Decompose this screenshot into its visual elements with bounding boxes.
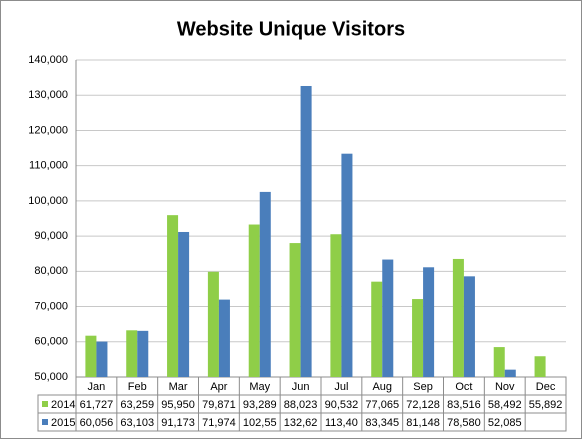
table-value: 52,085 (488, 417, 522, 429)
bar (493, 347, 505, 377)
bar (207, 271, 219, 377)
y-tick-label: 120,000 (28, 124, 68, 136)
bar (300, 85, 312, 377)
bar (289, 243, 301, 377)
table-value: 90,532 (325, 399, 359, 411)
table-value: 63,259 (120, 399, 154, 411)
x-tick-label: May (249, 381, 270, 393)
bar (178, 231, 190, 377)
x-tick-label: Jan (88, 381, 106, 393)
legend-swatch (42, 401, 48, 407)
bar (259, 191, 271, 377)
table-value: 81,148 (406, 417, 440, 429)
bar (96, 341, 108, 377)
table-value: 72,128 (406, 399, 440, 411)
table-value: 102,55 (243, 417, 277, 429)
bar (85, 335, 97, 377)
table-value: 63,103 (120, 417, 154, 429)
y-tick-label: 90,000 (34, 230, 68, 242)
bar (137, 330, 149, 377)
table-value: 91,173 (161, 417, 195, 429)
bar (126, 330, 138, 377)
legend-swatch (42, 419, 48, 425)
table-value: 132,62 (284, 417, 318, 429)
bar (371, 281, 383, 377)
x-tick-label: Sep (413, 381, 433, 393)
bar (463, 276, 475, 377)
table-value: 79,871 (202, 399, 236, 411)
bar (534, 356, 546, 377)
bar (248, 224, 260, 377)
y-tick-label: 140,000 (28, 54, 68, 66)
x-tick-label: Mar (169, 381, 188, 393)
bar (504, 369, 516, 377)
table-value: 93,289 (243, 399, 277, 411)
table-value: 88,023 (284, 399, 318, 411)
table-row (37, 412, 567, 432)
legend-label: 2015 (51, 417, 75, 429)
bar (412, 299, 424, 377)
table-value: 60,056 (80, 417, 114, 429)
bar (167, 215, 179, 377)
y-tick-label: 60,000 (34, 336, 68, 348)
table-value: 78,580 (447, 417, 481, 429)
table-value: 83,516 (447, 399, 481, 411)
x-tick-label: Aug (372, 381, 392, 393)
bar (423, 267, 435, 377)
bar (382, 259, 394, 377)
table-value: 71,974 (202, 417, 236, 429)
y-tick-label: 50,000 (34, 371, 68, 383)
table-value: 58,492 (488, 399, 522, 411)
y-tick-label: 100,000 (28, 195, 68, 207)
x-tick-label: Nov (495, 381, 515, 393)
x-tick-label: Oct (455, 381, 472, 393)
y-tick-label: 130,000 (28, 89, 68, 101)
y-tick-label: 80,000 (34, 265, 68, 277)
x-tick-label: Feb (128, 381, 147, 393)
bar (452, 258, 464, 377)
bar (218, 299, 230, 377)
bar (341, 153, 353, 377)
table-value: 55,892 (529, 399, 563, 411)
table-value: 61,727 (80, 399, 114, 411)
x-tick-label: Jul (334, 381, 348, 393)
bar (330, 234, 342, 377)
legend-label: 2014 (51, 399, 75, 411)
table-value: 77,065 (365, 399, 399, 411)
chart-title: Website Unique Visitors (177, 18, 405, 40)
table-value: 83,345 (365, 417, 399, 429)
x-tick-label: Apr (210, 381, 227, 393)
y-tick-label: 70,000 (34, 300, 68, 312)
table-value: 95,950 (161, 399, 195, 411)
x-tick-label: Dec (536, 381, 556, 393)
x-tick-label: Jun (292, 381, 310, 393)
y-tick-label: 110,000 (29, 160, 68, 172)
table-value: 113,40 (325, 417, 358, 429)
